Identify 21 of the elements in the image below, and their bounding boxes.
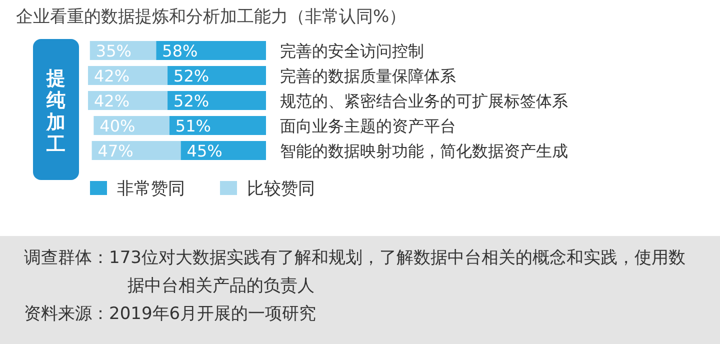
data-label: 47%: [98, 142, 134, 160]
y-tick-label: 完善的安全访问控制: [280, 42, 424, 60]
data-label: 42%: [94, 66, 130, 86]
y-tick-label: 完善的数据质量保障体系: [280, 66, 456, 86]
y-tick-label: 智能的数据映射功能，简化数据资产生成: [280, 142, 568, 160]
data-label: 42%: [94, 92, 130, 110]
data-label: 52%: [174, 66, 210, 86]
text: 资料来源：2019年6月开展的一项研究: [24, 303, 318, 326]
data-label: 45%: [186, 142, 222, 160]
y-axis-title: 提纯加工: [46, 68, 66, 156]
legend-label: 比较赞同: [247, 179, 315, 199]
data-label: 51%: [175, 116, 211, 136]
y-tick-label: 面向业务主题的资产平台: [280, 116, 456, 136]
text: 调查群体：173位对大数据实践有了解和规划，了解数据中台相关的概念和实践，使用数据中台相关产品的负责人: [24, 247, 686, 298]
data-label: 40%: [100, 116, 136, 136]
data-label: 58%: [162, 42, 198, 60]
data-label: 35%: [96, 42, 132, 60]
y-tick-label: 规范的、紧密结合业务的可扩展标签体系: [280, 92, 568, 110]
data-label: 52%: [174, 92, 210, 110]
chart-title: 企业看重的数据提炼和分析加工能力（非常认同%）: [16, 7, 406, 27]
legend-label: 非常赞同: [117, 179, 185, 199]
